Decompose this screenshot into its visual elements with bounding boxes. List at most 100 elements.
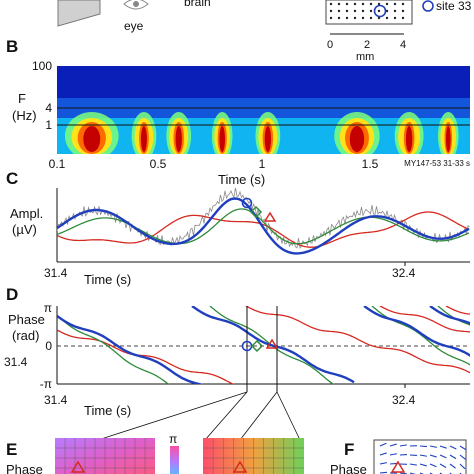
site-marker [373, 4, 387, 18]
spec-ytick-1: 1 [45, 118, 52, 132]
electrode-dot [353, 16, 357, 20]
pupil-icon [133, 1, 139, 7]
eye-label: eye [124, 19, 144, 33]
electrode-dots [329, 2, 405, 20]
panel-e: E Phase π [6, 432, 304, 474]
spectrogram-burst [334, 112, 380, 154]
ampl-marker-circle [241, 197, 253, 209]
burst-peak [175, 126, 182, 152]
electrode-dot [353, 9, 357, 13]
phase-side-tick: 31.4 [4, 355, 28, 369]
panel-letter-c: C [6, 169, 18, 188]
electrode-dot [369, 2, 373, 6]
vector-arrow [419, 472, 424, 474]
electrode-dot [369, 9, 373, 13]
panel-c: C Ampl. (µV) 31.4 32.4 Time (s) [6, 169, 470, 287]
electrode-dot [385, 2, 389, 6]
vector-arrow [379, 462, 387, 465]
spec-xlabel: Time (s) [218, 172, 265, 187]
filtered-trace [57, 197, 470, 255]
vector-arrow [419, 445, 428, 448]
electrode-dot [337, 2, 341, 6]
vector-arrow [399, 444, 407, 447]
vector-arrow [449, 463, 456, 469]
panel-f: F Phase [330, 439, 467, 474]
phase-map-left-grid [55, 438, 155, 474]
spectrogram-burst [64, 112, 119, 154]
spec-xtick-0.5: 0.5 [150, 157, 167, 171]
panel-b: B 100 4 1 F (Hz) 0.1 0.5 1 1.5 MY147-53 … [6, 37, 470, 187]
electrode-dot [401, 2, 405, 6]
spectrogram-burst [437, 112, 459, 154]
electrode-dot [393, 2, 397, 6]
spectrogram-burst [131, 112, 157, 154]
spec-ytick-4: 4 [45, 101, 52, 115]
ampl-marker-diamond [249, 205, 263, 219]
vector-arrow [429, 445, 437, 448]
spectrogram-burst [255, 112, 281, 154]
phase-marker-diamond [250, 339, 264, 353]
vector-arrow [419, 463, 427, 467]
electrode-dot [337, 9, 341, 13]
vector-arrow [379, 471, 388, 474]
phase-map-right-triangle [232, 460, 248, 473]
electrode-dot [377, 16, 381, 20]
raw-lfp-trace [57, 188, 470, 250]
phase-ylabel-line1: Phase [8, 312, 45, 327]
electrode-dot [377, 2, 381, 6]
vector-arrow [379, 442, 387, 447]
phase-xtick-31.4: 31.4 [44, 393, 68, 407]
site-label: site 33 [436, 0, 472, 13]
electrode-dot [361, 16, 365, 20]
phase-xtick-32.4: 32.4 [392, 393, 416, 407]
spectrogram-burst [166, 112, 192, 154]
spec-xtick-1.5: 1.5 [362, 157, 379, 171]
spec-ytick-100: 100 [32, 59, 52, 73]
screen-shape [57, 0, 101, 27]
burst-peak [83, 126, 101, 152]
burst-peak [141, 126, 147, 152]
phase-map-right-grid [203, 438, 304, 474]
site-legend-marker [422, 0, 434, 12]
electrode-dot [393, 16, 397, 20]
phase-ylabel: Phase (rad) [8, 312, 49, 343]
spectrogram [57, 66, 470, 154]
spec-ylabel-line2: (Hz) [12, 108, 37, 123]
vector-arrow [459, 463, 466, 470]
electrode-dot [361, 9, 365, 13]
ampl-ylabel: Ampl. (µV) [10, 206, 47, 237]
spectrogram-burst [394, 112, 424, 154]
array-tick-0: 0 [327, 39, 333, 51]
electrode-dot [345, 2, 349, 6]
vector-arrow [409, 463, 417, 466]
spec-ylabel-line1: F [18, 91, 26, 106]
vector-arrow [389, 453, 397, 456]
phase-colorbar [170, 446, 179, 474]
vector-arrow [429, 463, 437, 468]
phase-ytick-0: 0 [45, 339, 52, 353]
vector-field-triangle [390, 460, 406, 473]
array-tick-4: 4 [400, 39, 406, 51]
electrode-dot [337, 16, 341, 20]
ampl-xlabel: Time (s) [84, 272, 131, 287]
panel-d: D Phase (rad) π 0 -π 31.4 31.4 32.4 Time… [4, 285, 470, 441]
electrode-dot [329, 2, 333, 6]
burst-peak [349, 126, 365, 152]
panel-letter-b: B [6, 37, 18, 56]
vector-arrow [439, 463, 447, 468]
low-band-phase [57, 306, 470, 384]
phase-marker-triangle [265, 338, 279, 349]
ampl-xtick-32.4: 32.4 [392, 266, 416, 280]
electrode-dot [345, 9, 349, 13]
ampl-marker-triangle [263, 211, 277, 222]
vector-arrow [419, 454, 427, 457]
electrode-dot [353, 2, 357, 6]
phase-ylabel-line2: (rad) [12, 328, 39, 343]
brain-label: brain [184, 0, 211, 9]
spec-xtick-0.1: 0.1 [49, 157, 66, 171]
electrode-dot [385, 16, 389, 20]
panel-letter-f: F [344, 440, 354, 459]
vector-field-arrows [379, 442, 467, 474]
vector-field-frame [373, 439, 467, 474]
vector-arrow [439, 445, 447, 449]
